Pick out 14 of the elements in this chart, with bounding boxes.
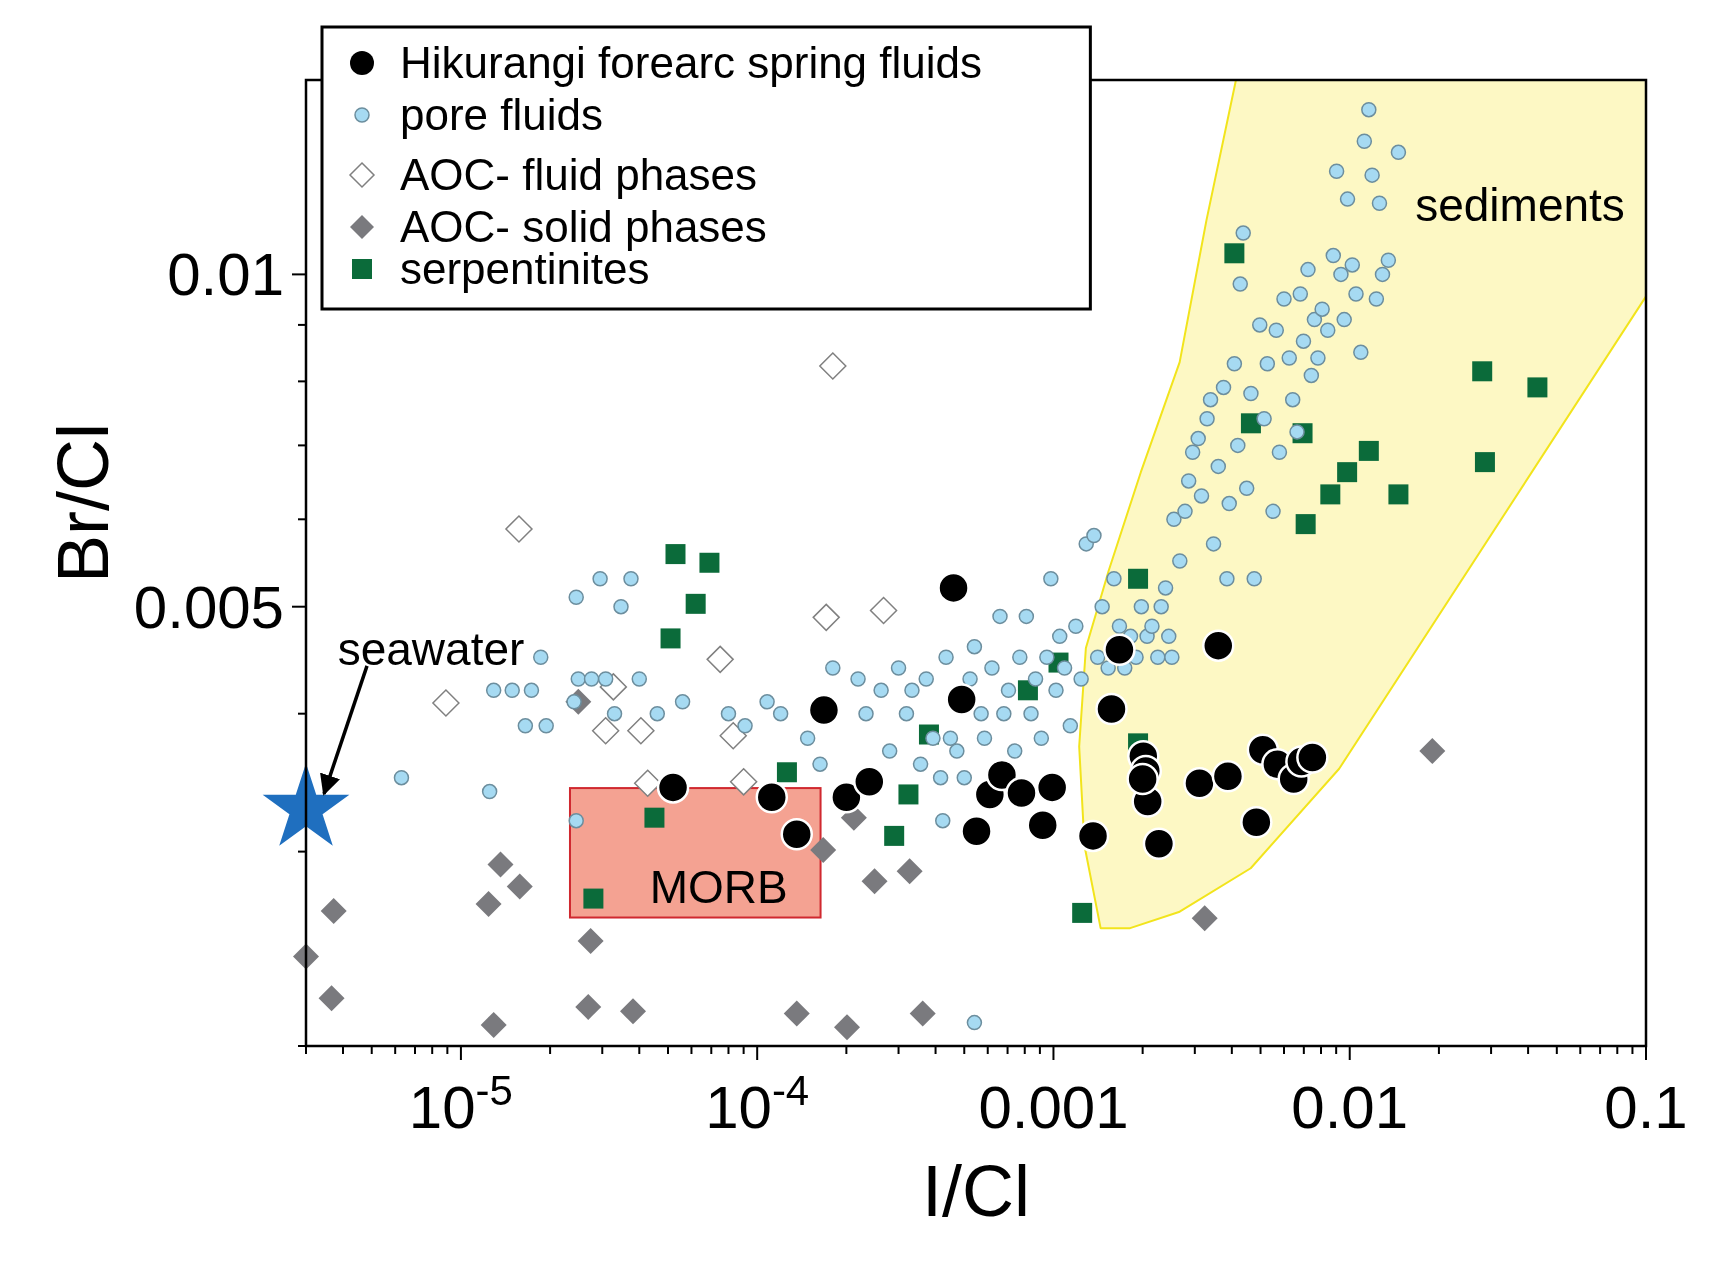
x-tick-label: 0.1	[1604, 1074, 1688, 1141]
annotation: sediments	[1415, 178, 1625, 231]
x-tick-label: 10$^{-5}$	[408, 1066, 513, 1141]
annotation: MORB	[649, 860, 788, 913]
y-tick-label: 0.005	[133, 573, 284, 641]
x-tick-label: 0.01	[1291, 1074, 1409, 1141]
x-axis-title: I/Cl	[922, 1151, 1030, 1231]
x-tick-label: 10$^{-4}$	[705, 1066, 810, 1141]
legend-label: Hikurangi forearc spring fluids	[400, 38, 983, 87]
legend-label: pore fluids	[400, 90, 604, 139]
y-axis-title: Br/Cl	[43, 423, 123, 583]
x-tick-label: 0.001	[978, 1074, 1129, 1141]
legend-label: AOC- fluid phases	[400, 150, 758, 199]
annotation: seawater	[337, 622, 525, 675]
